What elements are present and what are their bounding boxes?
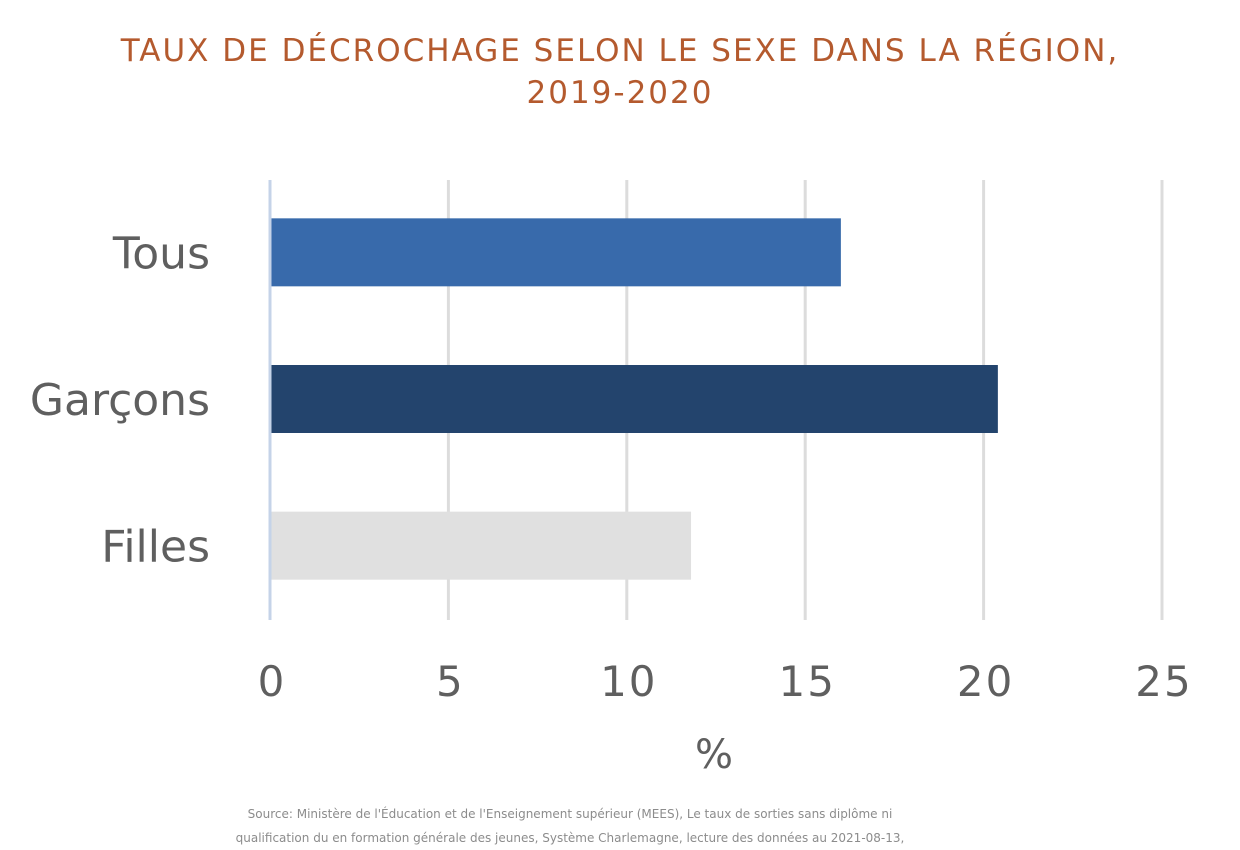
- x-tick-label-2: 10: [600, 657, 657, 706]
- category-label-0: Tous: [112, 228, 210, 279]
- x-tick-label-1: 5: [436, 657, 465, 706]
- category-label-1: Garçons: [30, 375, 210, 426]
- source-line-1: Source: Ministère de l'Éducation et de l…: [247, 807, 893, 821]
- chart-title-line-1: TAUX DE DÉCROCHAGE SELON LE SEXE DANS LA…: [120, 33, 1120, 69]
- x-tick-label-4: 20: [957, 657, 1014, 706]
- chart-title: TAUX DE DÉCROCHAGE SELON LE SEXE DANS LA…: [0, 30, 1240, 114]
- x-axis-label: %: [695, 732, 733, 778]
- category-label-2: Filles: [101, 522, 210, 573]
- x-tick-label-5: 25: [1135, 657, 1192, 706]
- x-tick-label-3: 15: [778, 657, 835, 706]
- bar-chart: Tous Garçons Filles 0 5 10 15 20 25%: [30, 180, 1192, 778]
- bar-2: [270, 511, 692, 580]
- source-line-2: qualification du en formation générale d…: [235, 831, 905, 845]
- bar-0: [270, 218, 841, 287]
- bar-1: [270, 365, 998, 433]
- source-note: Source: Ministère de l'Éducation et de l…: [180, 802, 960, 850]
- x-tick-label-0: 0: [258, 657, 287, 706]
- chart-title-line-2: 2019-2020: [526, 75, 714, 111]
